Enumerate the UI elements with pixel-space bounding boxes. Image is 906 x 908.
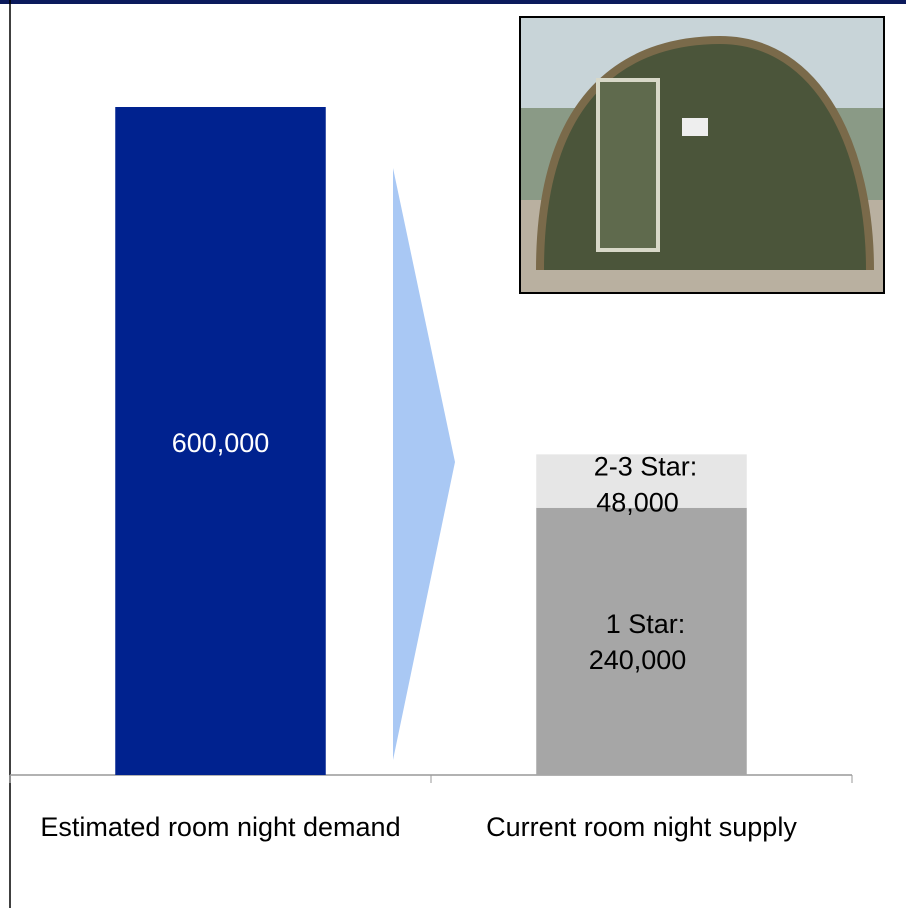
segment-name: 2-3 Star:	[594, 451, 698, 481]
data-label: 600,000	[172, 428, 270, 458]
data-label: 240,000	[589, 645, 687, 675]
bar-segment	[536, 507, 747, 775]
x-tick-label: Current room night supply	[486, 812, 797, 842]
top-border	[0, 0, 906, 4]
x-tick-label: Estimated room night demand	[40, 812, 401, 842]
data-label: 48,000	[596, 487, 679, 517]
photo	[519, 16, 885, 294]
segment-name: 1 Star:	[606, 609, 686, 639]
bar-segment	[115, 107, 326, 775]
bar-segment	[536, 454, 747, 508]
arrow	[393, 168, 455, 760]
